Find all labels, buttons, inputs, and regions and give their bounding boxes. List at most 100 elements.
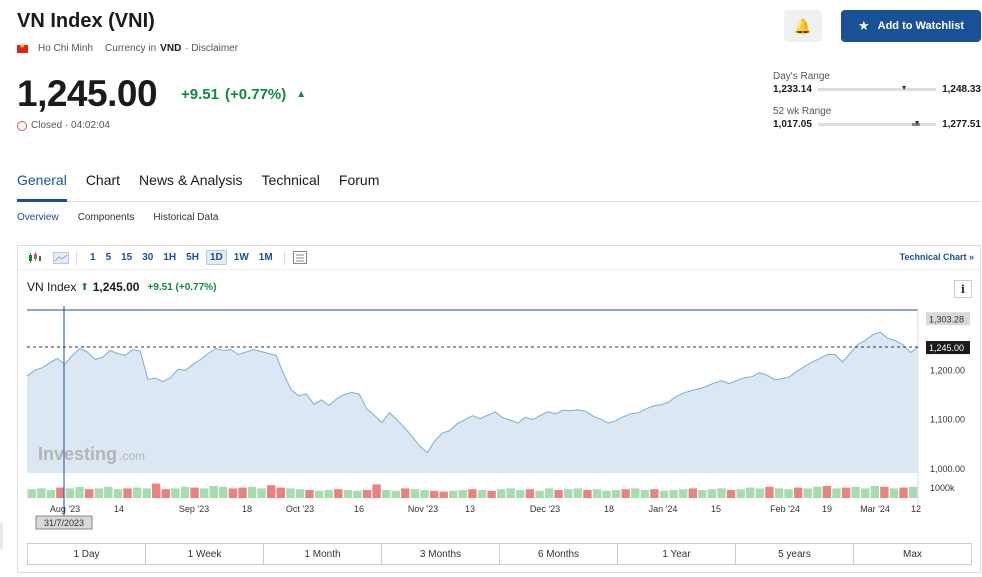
x-tick-label: 19 xyxy=(822,504,832,514)
volume-bar xyxy=(659,490,669,498)
clock-icon xyxy=(17,120,27,131)
add-to-watchlist-button[interactable]: ★ Add to Watchlist xyxy=(841,10,981,42)
volume-bar xyxy=(908,486,918,498)
x-tick-label: 18 xyxy=(242,504,252,514)
volume-axis-label: 1000k xyxy=(930,483,955,493)
volume-bar xyxy=(803,488,812,498)
52wk-range-label: 52 wk Range xyxy=(773,106,832,117)
volume-bar xyxy=(180,486,190,498)
tab-forum[interactable]: Forum xyxy=(338,172,380,188)
volume-bar xyxy=(669,490,678,498)
interval-1[interactable]: 1 xyxy=(90,252,96,263)
interval-15[interactable]: 15 xyxy=(121,252,133,263)
tab-news-analysis[interactable]: News & Analysis xyxy=(139,172,243,188)
volume-bar xyxy=(822,486,832,498)
interval-30[interactable]: 30 xyxy=(142,252,154,263)
volume-bar xyxy=(190,487,199,498)
volume-bar xyxy=(391,490,400,498)
volume-bar xyxy=(209,486,218,498)
volume-bar xyxy=(554,490,563,498)
volume-bar xyxy=(142,488,151,498)
candlestick-icon[interactable] xyxy=(26,251,44,265)
triangle-up-icon: ▲ xyxy=(296,89,307,100)
tab-technical[interactable]: Technical xyxy=(261,172,320,188)
investing-watermark-suffix: .com xyxy=(119,449,145,463)
volume-bar xyxy=(247,486,257,498)
volume-bar xyxy=(592,489,602,498)
volume-bar xyxy=(774,488,784,498)
technical-chart-link[interactable]: Technical Chart » xyxy=(899,252,974,262)
interval-1m[interactable]: 1M xyxy=(258,252,273,263)
x-tick-label: Oct '23 xyxy=(286,504,314,514)
price-chart[interactable]: 1,000.00 1,100.00 1,200.00 1,303.28 1,245.00… xyxy=(18,246,980,542)
market-status: Closed · 04:02:04 xyxy=(17,120,110,131)
interval-1h[interactable]: 1H xyxy=(163,252,177,263)
interval-1w[interactable]: 1W xyxy=(233,252,249,263)
volume-bar xyxy=(362,490,372,498)
days-range-bar: ▼ xyxy=(817,85,937,92)
price-alert-button[interactable]: 🔔 xyxy=(784,10,822,42)
y-tick-label: 1,200.00 xyxy=(930,365,965,375)
volume-bar xyxy=(525,489,535,498)
bell-plus-icon: 🔔 xyxy=(794,17,812,34)
crosshair-label-bg xyxy=(35,515,93,530)
range-3-months[interactable]: 3 Months xyxy=(382,544,500,564)
subtab-components[interactable]: Components xyxy=(77,212,135,223)
location-label: Ho Chi Minh xyxy=(38,43,94,54)
tab-chart[interactable]: Chart xyxy=(85,172,121,188)
volume-bar xyxy=(679,489,688,498)
price-area xyxy=(27,332,918,473)
interval-5[interactable]: 5 xyxy=(105,252,112,263)
change-value: +9.51 xyxy=(181,86,219,103)
legend-value: 1,245.00 xyxy=(92,280,140,294)
volume-bar xyxy=(631,488,640,498)
disclaimer-link[interactable]: · Disclaimer xyxy=(185,43,239,54)
subtab-overview[interactable]: Overview xyxy=(17,212,59,223)
page-edge-handle xyxy=(0,522,3,550)
volume-bar xyxy=(468,489,477,498)
volume-bar xyxy=(573,488,582,498)
investing-watermark: Investing xyxy=(38,444,117,464)
volume-bar xyxy=(353,490,362,498)
area-chart-icon[interactable] xyxy=(52,251,70,265)
52wk-range-marker-icon: ▼ xyxy=(913,120,921,127)
range-1-year[interactable]: 1 Year xyxy=(618,544,736,564)
volume-bar xyxy=(506,488,515,498)
volume-bar xyxy=(286,488,295,498)
days-range-marker-icon: ▼ xyxy=(900,85,908,92)
days-range: Day's Range 1,233.14 ▼ 1,248.33 xyxy=(773,71,981,95)
volume-bar xyxy=(765,486,774,498)
volume-bar xyxy=(880,486,889,498)
volume-bar xyxy=(238,487,247,498)
indicators-icon[interactable] xyxy=(291,251,309,265)
volume-bar xyxy=(717,488,726,498)
volume-bar xyxy=(27,489,36,498)
volume-bar xyxy=(439,491,448,498)
currency-value: VND xyxy=(160,43,182,54)
volume-bar xyxy=(228,488,238,498)
x-tick-label: Nov '23 xyxy=(408,504,438,514)
chart-toolbar: 1 5 15 30 1H 5H 1D 1W 1M Technical Chart… xyxy=(18,246,980,270)
range-max[interactable]: Max xyxy=(903,548,922,560)
x-tick-label: 16 xyxy=(354,504,364,514)
tab-general[interactable]: General xyxy=(17,172,67,202)
range-6-months[interactable]: 6 Months xyxy=(500,544,618,564)
range-5-years[interactable]: 5 years xyxy=(736,544,854,564)
y-tick-label: 1,000.00 xyxy=(930,464,965,474)
interval-5h[interactable]: 5H xyxy=(186,252,199,263)
main-tabs: General Chart News & Analysis Technical … xyxy=(17,172,981,202)
subtab-historical-data[interactable]: Historical Data xyxy=(153,212,219,223)
range-1-day[interactable]: 1 Day xyxy=(28,544,146,564)
volume-bar xyxy=(535,490,544,498)
volume-bar xyxy=(544,488,554,498)
range-1-week[interactable]: 1 Week xyxy=(146,544,264,564)
interval-1d[interactable]: 1D xyxy=(205,250,227,265)
range-1-month[interactable]: 1 Month xyxy=(264,544,382,564)
volume-bar xyxy=(314,490,324,498)
volume-bar xyxy=(276,487,285,498)
volume-bar xyxy=(889,488,899,498)
x-tick-label: Feb '24 xyxy=(770,504,800,514)
volume-bar xyxy=(516,490,525,498)
info-button[interactable]: i xyxy=(954,280,972,298)
high-price-label: 1,303.28 xyxy=(929,314,964,324)
